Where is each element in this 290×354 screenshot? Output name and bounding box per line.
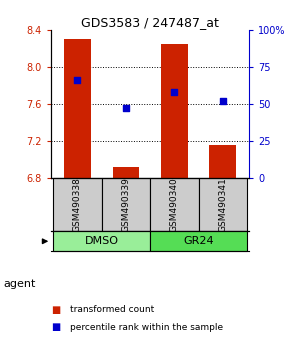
FancyBboxPatch shape: [102, 178, 150, 231]
Bar: [64, 39, 91, 178]
FancyBboxPatch shape: [199, 178, 247, 231]
Point: [124, 105, 128, 111]
FancyBboxPatch shape: [53, 231, 150, 251]
FancyBboxPatch shape: [150, 178, 199, 231]
Text: GSM490341: GSM490341: [218, 177, 227, 232]
Text: GR24: GR24: [183, 236, 214, 246]
Text: GSM490339: GSM490339: [121, 177, 130, 232]
FancyBboxPatch shape: [53, 178, 102, 231]
Text: agent: agent: [3, 279, 35, 289]
Text: percentile rank within the sample: percentile rank within the sample: [70, 323, 223, 332]
Title: GDS3583 / 247487_at: GDS3583 / 247487_at: [81, 16, 219, 29]
FancyBboxPatch shape: [150, 231, 247, 251]
Point: [75, 78, 80, 83]
Text: GSM490340: GSM490340: [170, 177, 179, 232]
Text: ■: ■: [51, 322, 60, 332]
Text: GSM490338: GSM490338: [73, 177, 82, 232]
Bar: [209, 145, 236, 178]
Bar: [161, 44, 188, 178]
Point: [220, 98, 225, 104]
Text: DMSO: DMSO: [85, 236, 119, 246]
Bar: [113, 167, 139, 178]
Point: [172, 89, 177, 95]
Text: transformed count: transformed count: [70, 305, 154, 314]
Text: ■: ■: [51, 305, 60, 315]
